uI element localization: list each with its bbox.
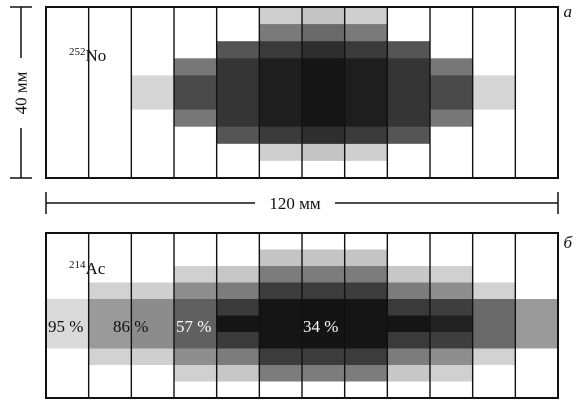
panel-b: б 214Ac 95 % 86 % 57 % 34 % — [45, 232, 572, 399]
panel-b-letter: б — [563, 233, 572, 252]
percent-label-95: 95 % — [48, 317, 83, 336]
panel-b-intensity-block — [430, 315, 474, 332]
panel-a-isotope-mass: 252 — [69, 46, 86, 58]
panel-a-intensity-block — [430, 75, 474, 110]
panel-b-intensity-block — [174, 299, 218, 349]
height-dimension-label: 40 мм — [12, 71, 31, 114]
panel-b-intensity-block — [515, 299, 559, 349]
percent-label-86: 86 % — [113, 317, 148, 336]
panel-a-intensity-block — [259, 58, 303, 127]
panel-b-isotope-label: 214Ac — [69, 259, 106, 278]
panel-b-intensity-block — [302, 299, 346, 349]
panel-b-intensity-block — [46, 299, 90, 349]
height-dimension: 40 мм — [10, 6, 32, 179]
panel-a-frame — [45, 6, 559, 179]
panel-a-intensity-block — [174, 75, 218, 110]
panel-b-intensity-block — [387, 315, 431, 332]
panel-b-intensity-block — [344, 299, 388, 349]
panel-a-intensity-map — [131, 7, 516, 161]
panel-b-intensity-map — [46, 249, 559, 382]
width-dimension: 120 мм — [45, 192, 559, 214]
panel-b-intensity-block — [259, 299, 303, 349]
panel-a-intensity-block — [131, 75, 175, 110]
panel-a-intensity-block — [387, 58, 431, 127]
percent-label-34: 34 % — [303, 317, 338, 336]
width-dimension-label: 120 мм — [269, 194, 321, 213]
panel-a-isotope-symbol: No — [86, 46, 107, 65]
panel-b-isotope-mass: 214 — [69, 259, 86, 271]
panel-a-intensity-block — [344, 58, 388, 127]
panel-b-intensity-block — [131, 299, 175, 349]
panel-a-grid — [87, 7, 517, 178]
panel-b-intensity-block — [472, 299, 516, 349]
panel-b-isotope-symbol: Ac — [86, 259, 106, 278]
panel-a-letter: а — [564, 2, 573, 21]
panel-b-intensity-block — [88, 299, 132, 349]
panel-a-intensity-block — [302, 58, 346, 127]
panel-a-intensity-block — [472, 75, 516, 110]
panel-b-frame — [45, 232, 559, 399]
panel-b-grid — [87, 233, 517, 398]
panel-a-intensity-block — [216, 58, 260, 127]
panel-a: а 252No 40 мм 120 мм — [10, 2, 572, 214]
panel-b-intensity-block — [216, 315, 260, 332]
panel-a-isotope-label: 252No — [69, 46, 106, 65]
percent-label-57: 57 % — [176, 317, 211, 336]
